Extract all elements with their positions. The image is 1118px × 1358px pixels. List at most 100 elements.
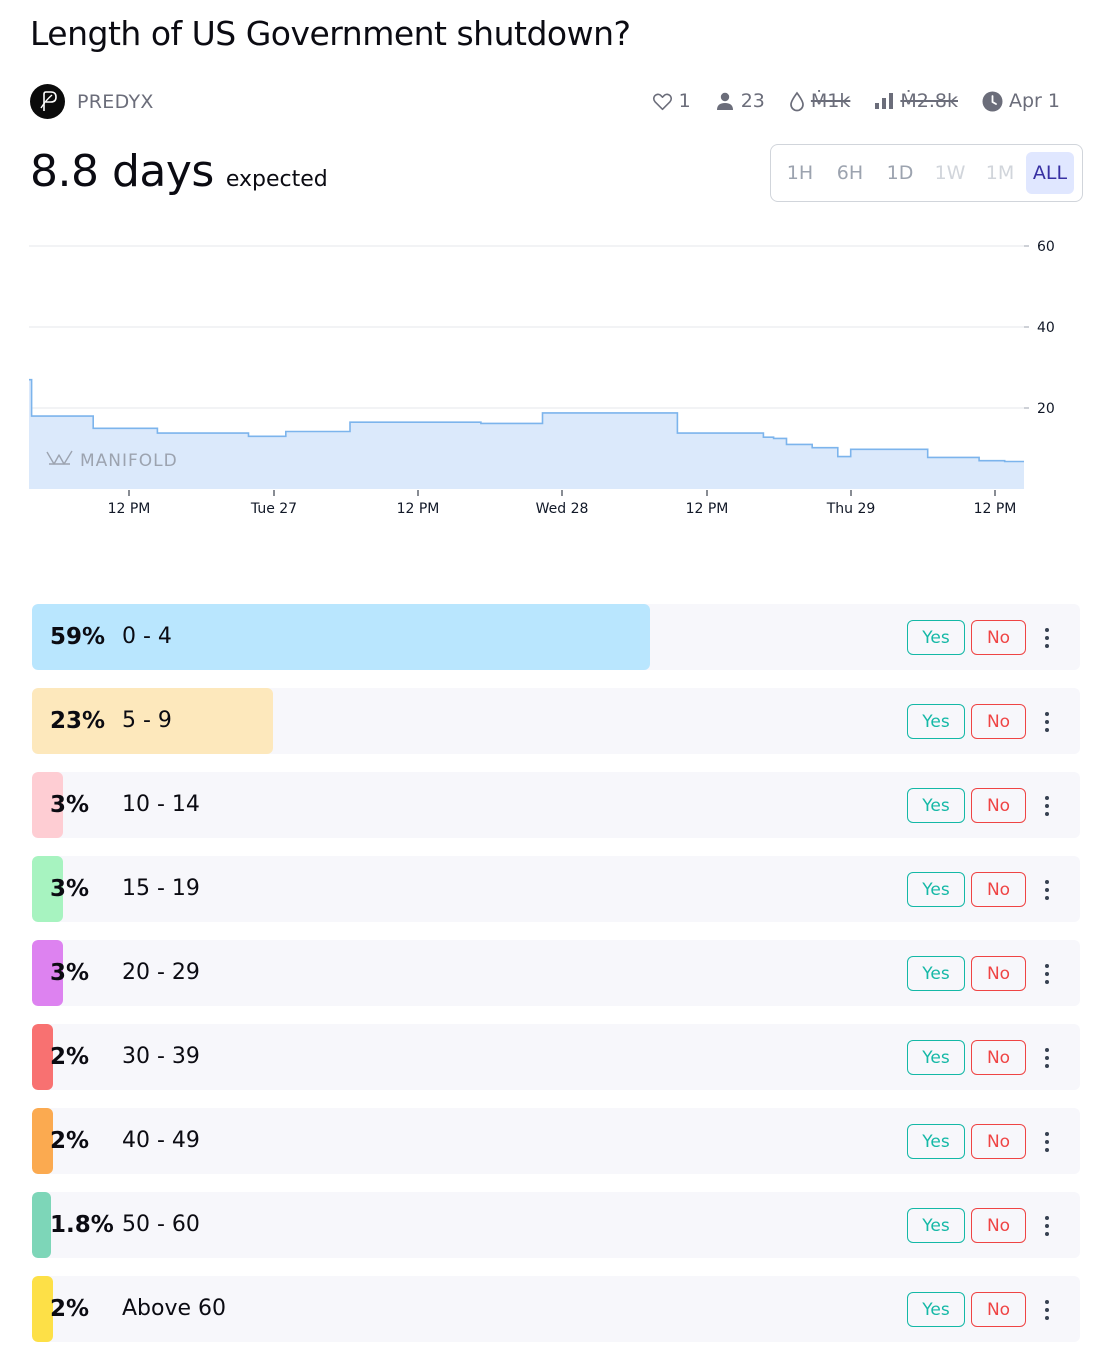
series-area <box>29 379 1024 489</box>
range-1d-button[interactable]: 1D <box>886 162 914 184</box>
avatar[interactable] <box>30 84 65 119</box>
liquidity-stat[interactable]: Ṁ1k <box>789 90 850 112</box>
no-button[interactable]: No <box>971 1208 1026 1243</box>
watermark-text: MANIFOLD <box>80 451 178 471</box>
no-button[interactable]: No <box>971 788 1026 823</box>
more-options-button[interactable] <box>1036 1292 1058 1327</box>
answer-row[interactable]: 2% 30 - 39 Yes No <box>32 1024 1080 1090</box>
answer-row[interactable]: 1.8% 50 - 60 Yes No <box>32 1192 1080 1258</box>
clock-icon <box>982 91 1003 112</box>
yes-button[interactable]: Yes <box>907 620 965 655</box>
yes-button[interactable]: Yes <box>907 872 965 907</box>
dot <box>1045 1063 1049 1068</box>
no-button[interactable]: No <box>971 1040 1026 1075</box>
answer-text: 0 - 4 <box>122 624 172 649</box>
no-button[interactable]: No <box>971 704 1026 739</box>
volume-stat[interactable]: Ṁ2.8k <box>874 90 958 112</box>
dot <box>1045 979 1049 984</box>
yes-button[interactable]: Yes <box>907 1208 965 1243</box>
expected-value: 8.8 days <box>30 146 214 197</box>
dot <box>1045 635 1049 640</box>
dot <box>1045 1139 1049 1144</box>
answer-row[interactable]: 3% 15 - 19 Yes No <box>32 856 1080 922</box>
x-tick-label: 12 PM <box>686 501 729 517</box>
traders-stat[interactable]: 23 <box>715 90 765 112</box>
more-options-button[interactable] <box>1036 872 1058 907</box>
expected-value-block: 8.8 days expected <box>30 146 328 197</box>
series-line <box>29 378 1024 463</box>
answer-probability-bar <box>32 940 63 1006</box>
liquidity-amount: Ṁ1k <box>810 90 851 112</box>
dot <box>1045 1315 1049 1320</box>
answer-probability-bar <box>32 1192 51 1258</box>
more-options-button[interactable] <box>1036 620 1058 655</box>
range-all-button[interactable]: ALL <box>1026 152 1074 194</box>
vertical-dots-icon <box>1045 627 1049 632</box>
vertical-dots-icon <box>1045 1215 1049 1220</box>
more-options-button[interactable] <box>1036 956 1058 991</box>
like-stat[interactable]: 1 <box>652 90 691 112</box>
range-6h-button[interactable]: 6H <box>836 162 864 184</box>
author[interactable]: PREDYX <box>30 84 154 119</box>
x-tick-label: 12 PM <box>974 501 1017 517</box>
range-1m-button[interactable]: 1M <box>985 162 1015 184</box>
close-date: Apr 1 <box>1009 90 1060 112</box>
dot <box>1045 887 1049 892</box>
answer-probability: 59% <box>50 624 106 650</box>
dot <box>1045 727 1049 732</box>
answer-list: 59% 0 - 4 Yes No 23% 5 - 9 Yes No 3% 10 - 14 Yes No… <box>32 604 1080 1358</box>
answer-row[interactable]: 23% 5 - 9 Yes No <box>32 688 1080 754</box>
answer-probability-bar <box>32 604 650 670</box>
manifold-logo-icon <box>46 450 73 465</box>
answer-probability-bar <box>32 856 63 922</box>
dot <box>1045 1055 1049 1060</box>
answer-row[interactable]: 3% 20 - 29 Yes No <box>32 940 1080 1006</box>
close-date-stat[interactable]: Apr 1 <box>982 90 1060 112</box>
no-button[interactable]: No <box>971 1124 1026 1159</box>
traders-count: 23 <box>740 90 765 112</box>
chart-y-axis: 20 40 60 <box>1024 239 1055 417</box>
probability-chart[interactable]: MANIFOLD 12 PM Tue 27 12 PM Wed 28 12 PM Thu … <box>0 230 1118 530</box>
dot <box>1045 895 1049 900</box>
market-title: Length of US Government shutdown? <box>30 14 631 53</box>
dot <box>1045 1147 1049 1152</box>
yes-button[interactable]: Yes <box>907 788 965 823</box>
answer-row[interactable]: 2% Above 60 Yes No <box>32 1276 1080 1342</box>
yes-button[interactable]: Yes <box>907 956 965 991</box>
yes-button[interactable]: Yes <box>907 704 965 739</box>
yes-button[interactable]: Yes <box>907 1292 965 1327</box>
more-options-button[interactable] <box>1036 1040 1058 1075</box>
market-meta-row: PREDYX 1 23 Ṁ1k Ṁ2.8k <box>30 84 1060 120</box>
volume-amount: Ṁ2.8k <box>900 90 958 112</box>
no-button[interactable]: No <box>971 1292 1026 1327</box>
answer-text: 10 - 14 <box>122 792 200 817</box>
answer-probability: 23% <box>50 708 106 734</box>
range-1w-button[interactable]: 1W <box>934 162 966 184</box>
no-button[interactable]: No <box>971 956 1026 991</box>
dot <box>1045 719 1049 724</box>
more-options-button[interactable] <box>1036 704 1058 739</box>
range-1h-button[interactable]: 1H <box>786 162 814 184</box>
answer-row[interactable]: 59% 0 - 4 Yes No <box>32 604 1080 670</box>
answer-probability-bar <box>32 1276 53 1342</box>
answer-probability: 1.8% <box>50 1212 114 1238</box>
answer-probability: 3% <box>50 876 90 902</box>
dot <box>1045 643 1049 648</box>
answer-row[interactable]: 3% 10 - 14 Yes No <box>32 772 1080 838</box>
yes-button[interactable]: Yes <box>907 1040 965 1075</box>
dot <box>1045 811 1049 816</box>
more-options-button[interactable] <box>1036 1124 1058 1159</box>
dot <box>1045 1231 1049 1236</box>
more-options-button[interactable] <box>1036 788 1058 823</box>
author-name[interactable]: PREDYX <box>77 90 154 113</box>
answer-text: 15 - 19 <box>122 876 200 901</box>
answer-row[interactable]: 2% 40 - 49 Yes No <box>32 1108 1080 1174</box>
chart-area-layer <box>29 378 1024 489</box>
yes-button[interactable]: Yes <box>907 1124 965 1159</box>
no-button[interactable]: No <box>971 620 1026 655</box>
no-button[interactable]: No <box>971 872 1026 907</box>
likes-count: 1 <box>678 90 691 112</box>
more-options-button[interactable] <box>1036 1208 1058 1243</box>
x-tick-label: 12 PM <box>108 501 151 517</box>
answer-text: Above 60 <box>122 1296 227 1321</box>
